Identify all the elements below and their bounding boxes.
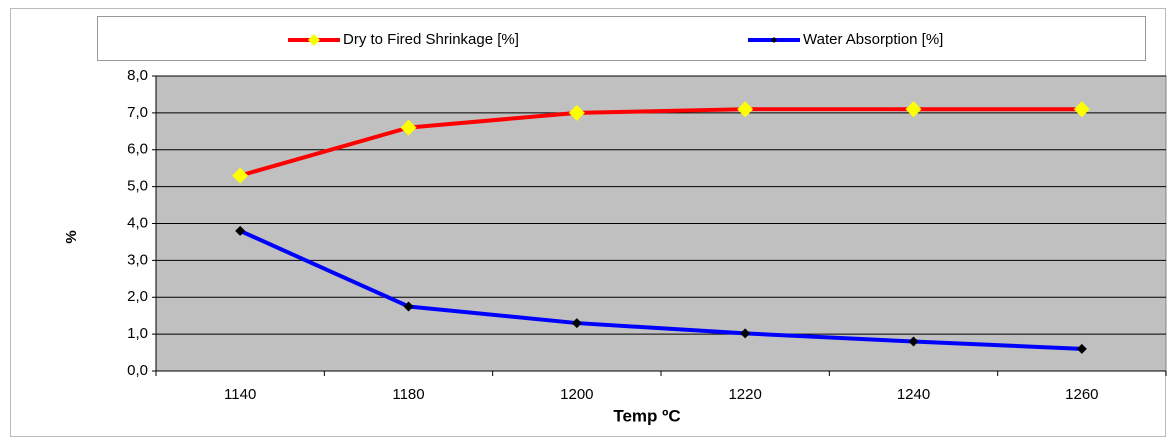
data-point: [908, 336, 919, 347]
y-tick-label: 6,0: [127, 141, 148, 158]
data-point: [1073, 101, 1090, 118]
series-line: [239, 107, 1082, 178]
data-point: [568, 104, 585, 121]
y-tick-label: 8,0: [127, 67, 148, 84]
data-point: [403, 301, 414, 312]
data-point: [740, 328, 751, 339]
data-point: [905, 101, 922, 118]
x-axis-label: Temp ºC: [613, 406, 680, 425]
x-tick-label: 1200: [560, 386, 593, 403]
legend-box: [97, 16, 1146, 61]
y-tick-label: 7,0: [127, 104, 148, 121]
data-point: [400, 119, 417, 136]
y-tick-label: 5,0: [127, 178, 148, 195]
y-tick-label: 4,0: [127, 214, 148, 231]
x-tick-label: 1260: [1065, 386, 1098, 403]
y-tick-label: 2,0: [127, 288, 148, 305]
y-axis-label: %: [63, 230, 80, 243]
x-tick-label: 1240: [897, 386, 930, 403]
x-tick-label: 1180: [392, 386, 424, 403]
y-tick-label: 0,0: [127, 362, 148, 379]
x-tick-label: 1140: [224, 386, 256, 403]
legend-marker: [771, 37, 777, 43]
data-point: [737, 101, 754, 118]
y-tick-label: 1,0: [127, 325, 148, 342]
legend-label: Water Absorption [%]: [803, 31, 943, 48]
legend-marker: [308, 34, 320, 46]
x-tick-label: 1220: [728, 386, 761, 403]
data-point: [1076, 343, 1087, 354]
data-point: [571, 318, 582, 329]
data-point: [232, 167, 249, 184]
data-point: [235, 225, 246, 236]
legend-label: Dry to Fired Shrinkage [%]: [343, 31, 519, 48]
series-line: [239, 229, 1082, 351]
y-tick-label: 3,0: [127, 251, 148, 268]
